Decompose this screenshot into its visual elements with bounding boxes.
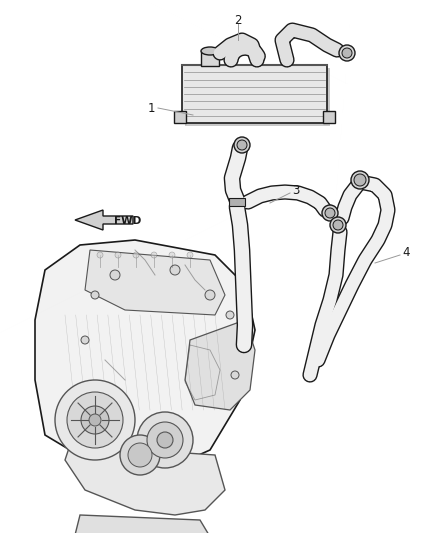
- Circle shape: [237, 140, 247, 150]
- Circle shape: [86, 411, 94, 419]
- Circle shape: [205, 290, 215, 300]
- Circle shape: [187, 252, 193, 258]
- Circle shape: [333, 220, 343, 230]
- Circle shape: [137, 412, 193, 468]
- Circle shape: [67, 392, 123, 448]
- Polygon shape: [85, 250, 225, 315]
- Circle shape: [157, 432, 173, 448]
- Polygon shape: [35, 240, 255, 470]
- Text: FWD: FWD: [114, 216, 141, 226]
- Text: 1: 1: [147, 101, 155, 115]
- Circle shape: [91, 291, 99, 299]
- Circle shape: [81, 406, 109, 434]
- FancyBboxPatch shape: [182, 65, 327, 123]
- Polygon shape: [65, 445, 225, 515]
- Circle shape: [133, 252, 139, 258]
- FancyBboxPatch shape: [185, 68, 330, 126]
- Text: 2: 2: [234, 13, 242, 27]
- Circle shape: [151, 252, 157, 258]
- Ellipse shape: [201, 47, 219, 55]
- Circle shape: [330, 217, 346, 233]
- Circle shape: [89, 414, 101, 426]
- Circle shape: [128, 443, 152, 467]
- Bar: [229, 198, 245, 206]
- Circle shape: [110, 270, 120, 280]
- Circle shape: [234, 137, 250, 153]
- Polygon shape: [185, 320, 255, 410]
- Circle shape: [226, 311, 234, 319]
- Circle shape: [115, 252, 121, 258]
- Circle shape: [97, 252, 103, 258]
- Circle shape: [325, 208, 335, 218]
- Circle shape: [55, 380, 135, 460]
- Circle shape: [169, 252, 175, 258]
- Circle shape: [170, 265, 180, 275]
- Circle shape: [147, 422, 183, 458]
- Bar: [201, 51, 219, 66]
- Bar: [323, 111, 335, 123]
- Circle shape: [339, 45, 355, 61]
- Circle shape: [354, 174, 366, 186]
- Circle shape: [120, 435, 160, 475]
- Circle shape: [351, 171, 369, 189]
- Text: 3: 3: [292, 183, 300, 197]
- Circle shape: [231, 371, 239, 379]
- Circle shape: [81, 336, 89, 344]
- Bar: [174, 111, 186, 123]
- Polygon shape: [75, 210, 133, 230]
- Circle shape: [342, 48, 352, 58]
- Text: 4: 4: [402, 246, 410, 259]
- Polygon shape: [75, 515, 215, 533]
- Circle shape: [322, 205, 338, 221]
